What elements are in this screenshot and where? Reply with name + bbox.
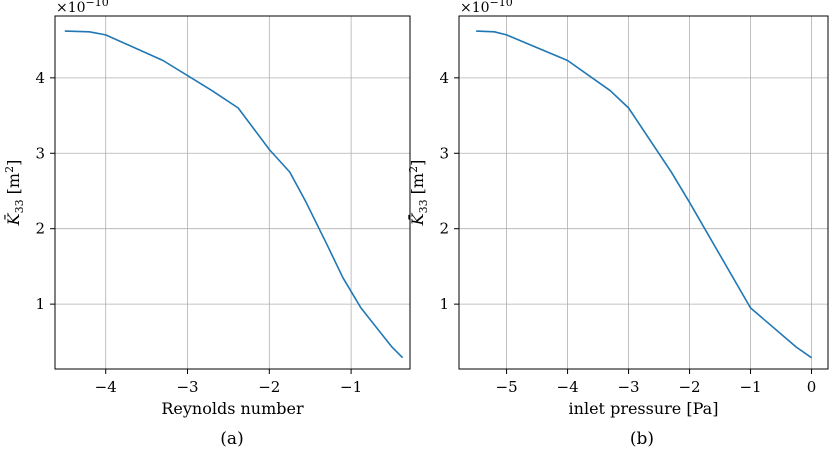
y-tick-label: 3 bbox=[439, 144, 449, 162]
y-label-unit-close: ] bbox=[4, 160, 23, 166]
series-line bbox=[64, 30, 404, 359]
y-multiplier-exponent: −10 bbox=[86, 0, 109, 9]
plot-frame bbox=[458, 15, 829, 370]
y-multiplier-base: ×10 bbox=[56, 0, 86, 16]
y-offset-multiplier: ×10−10 bbox=[56, 0, 109, 16]
x-tick-label: −2 bbox=[258, 378, 280, 396]
y-label-unit-open: [m bbox=[4, 173, 23, 200]
y-tick-label: 2 bbox=[439, 220, 449, 238]
x-tick-label: −2 bbox=[678, 378, 700, 396]
y-axis-label: K̄33 [m2] bbox=[406, 160, 430, 227]
y-label-symbol: K̄ bbox=[2, 212, 23, 226]
y-offset-multiplier: ×10−10 bbox=[460, 0, 513, 16]
x-axis-label: inlet pressure [Pa] bbox=[569, 399, 719, 418]
y-tick-label: 3 bbox=[35, 144, 45, 162]
y-tick-label: 1 bbox=[35, 295, 45, 313]
x-tick-label: −4 bbox=[557, 378, 579, 396]
y-tick-label: 2 bbox=[35, 220, 45, 238]
x-tick-label: −3 bbox=[176, 378, 198, 396]
plot-frame bbox=[54, 15, 411, 370]
chart-panel-a: −4 −3 −2 −1 1 2 3 4 ×10−10 Reynolds number K̄33 [m… bbox=[2, 0, 411, 449]
panel-label: (a) bbox=[220, 429, 243, 449]
y-label-subscript: 33 bbox=[13, 199, 26, 213]
series-line bbox=[476, 30, 812, 359]
x-tick-label: −1 bbox=[340, 378, 362, 396]
y-multiplier-exponent: −10 bbox=[490, 0, 513, 9]
y-label-unit-superscript: 2 bbox=[407, 166, 420, 173]
x-tick-label: −4 bbox=[95, 378, 117, 396]
x-tick-label: −3 bbox=[617, 378, 639, 396]
y-label-unit-open: [m bbox=[408, 173, 427, 200]
y-label-unit-superscript: 2 bbox=[3, 166, 16, 173]
y-tick-label: 1 bbox=[439, 295, 449, 313]
y-multiplier-base: ×10 bbox=[460, 0, 490, 16]
y-label-unit-close: ] bbox=[408, 160, 427, 166]
x-axis-label: Reynolds number bbox=[161, 399, 304, 418]
x-tick-label: 0 bbox=[807, 378, 817, 396]
y-axis-label: K̄33 [m2] bbox=[2, 160, 26, 227]
x-tick-label: −1 bbox=[739, 378, 761, 396]
x-tick-label: −5 bbox=[496, 378, 518, 396]
y-tick-label: 4 bbox=[35, 69, 45, 87]
y-label-symbol: K̄ bbox=[406, 212, 427, 226]
y-tick-label: 4 bbox=[439, 69, 449, 87]
y-label-subscript: 33 bbox=[417, 199, 430, 213]
panel-label: (b) bbox=[630, 429, 654, 449]
